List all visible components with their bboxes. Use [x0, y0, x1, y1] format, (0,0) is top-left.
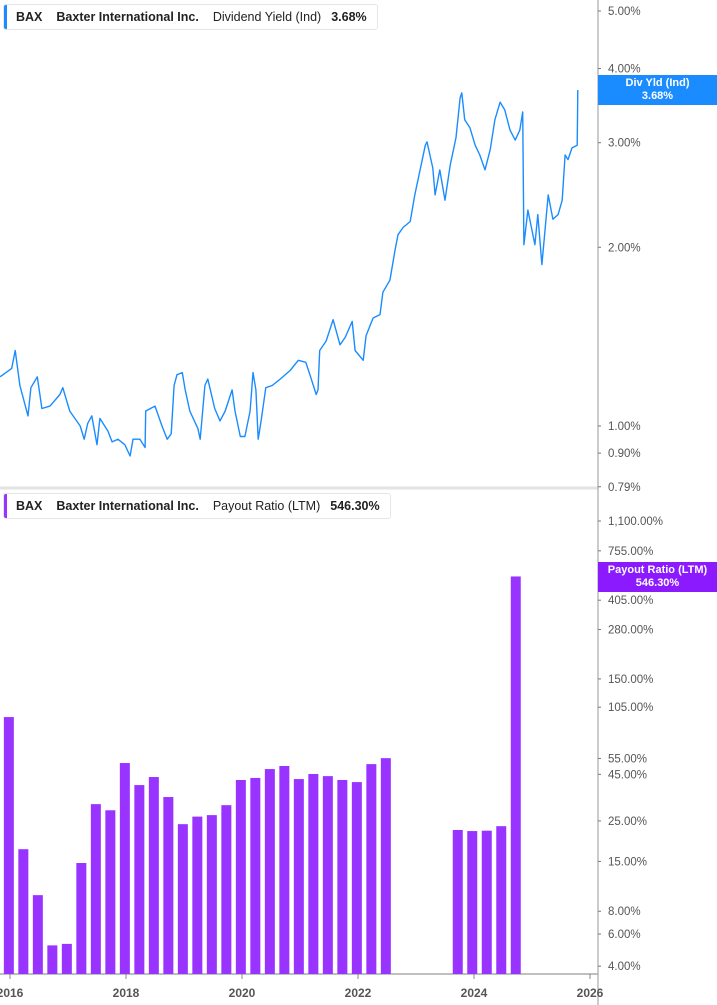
payout-bar — [61, 943, 72, 974]
legend-color-swatch — [4, 5, 7, 29]
payout-bar — [510, 576, 521, 974]
legend-ticker: BAX — [16, 10, 43, 24]
payout-bar — [322, 776, 333, 974]
y-tick-label: 3.00% — [608, 138, 641, 150]
bottom-legend: BAX Baxter International Inc. Payout Rat… — [3, 493, 391, 519]
y-tick-label: 1.00% — [608, 421, 641, 433]
y-tick-label: 2.00% — [608, 242, 641, 254]
payout-bar — [3, 717, 14, 974]
x-tick-label: 2026 — [577, 986, 604, 1000]
payout-bar — [366, 764, 377, 974]
payout-bar — [235, 780, 246, 974]
top-legend: BAX Baxter International Inc. Dividend Y… — [3, 4, 378, 30]
badge-label: Payout Ratio (LTM) — [607, 564, 708, 576]
legend-ticker: BAX — [16, 499, 43, 513]
y-tick-label: 25.00% — [608, 816, 647, 828]
legend-company: Baxter International Inc. — [56, 10, 199, 24]
payout-ratio-badge: Payout Ratio (LTM) 546.30% — [598, 562, 717, 592]
payout-bar — [163, 797, 174, 974]
y-tick-label: 105.00% — [608, 702, 653, 714]
payout-bar — [18, 849, 29, 974]
x-tick-label: 2022 — [345, 986, 372, 1000]
y-tick-label: 0.90% — [608, 448, 641, 460]
y-tick-label: 1,100.00% — [608, 516, 663, 528]
legend-metric: Payout Ratio (LTM) — [212, 499, 321, 513]
y-tick-label: 4.00% — [608, 961, 641, 973]
payout-bar — [76, 863, 87, 974]
dividend-yield-line — [0, 89, 579, 457]
x-tick-label: 2024 — [461, 986, 488, 1000]
payout-bar — [481, 830, 492, 974]
payout-bar — [148, 777, 159, 974]
y-tick-label: 45.00% — [608, 769, 647, 781]
payout-bar — [119, 763, 130, 974]
legend-metric: Dividend Yield (Ind) — [212, 10, 322, 24]
payout-bar — [134, 785, 145, 974]
payout-bar — [467, 831, 478, 974]
y-tick-label: 280.00% — [608, 624, 653, 636]
payout-bar — [105, 810, 116, 974]
payout-bar — [351, 782, 362, 974]
payout-bar — [177, 824, 188, 974]
payout-bar — [192, 816, 203, 974]
legend-value: 3.68% — [331, 10, 367, 24]
y-tick-label: 755.00% — [608, 546, 653, 558]
payout-bar — [279, 765, 290, 974]
y-tick-label: 150.00% — [608, 674, 653, 686]
y-tick-label: 0.79% — [608, 482, 641, 494]
badge-label: Div Yld (Ind) — [625, 77, 690, 89]
payout-bar — [90, 804, 101, 974]
y-tick-label: 55.00% — [608, 753, 647, 765]
legend-value: 546.30% — [330, 499, 380, 513]
payout-bar — [308, 773, 319, 974]
div-yield-badge: Div Yld (Ind) 3.68% — [598, 75, 717, 105]
x-tick-label: 2016 — [0, 986, 24, 1000]
legend-color-swatch — [4, 494, 7, 518]
legend-company: Baxter International Inc. — [56, 499, 199, 513]
payout-bar — [496, 826, 507, 974]
payout-bar — [337, 780, 348, 974]
payout-bar — [250, 777, 261, 974]
payout-bar — [221, 805, 232, 974]
y-tick-label: 5.00% — [608, 6, 641, 18]
y-tick-label: 4.00% — [608, 64, 641, 76]
y-tick-label: 8.00% — [608, 906, 641, 918]
payout-bar — [47, 945, 58, 974]
payout-bar — [380, 758, 391, 974]
y-tick-label: 405.00% — [608, 595, 653, 607]
badge-value: 546.30% — [635, 577, 680, 589]
payout-bar — [32, 895, 43, 974]
x-tick-label: 2020 — [229, 986, 256, 1000]
y-tick-label: 15.00% — [608, 856, 647, 868]
y-tick-label: 6.00% — [608, 929, 641, 941]
payout-bar — [293, 779, 304, 974]
payout-bar — [206, 815, 217, 974]
x-tick-label: 2018 — [113, 986, 140, 1000]
badge-value: 3.68% — [641, 90, 674, 102]
payout-bar — [452, 829, 463, 974]
payout-bar — [264, 769, 275, 974]
